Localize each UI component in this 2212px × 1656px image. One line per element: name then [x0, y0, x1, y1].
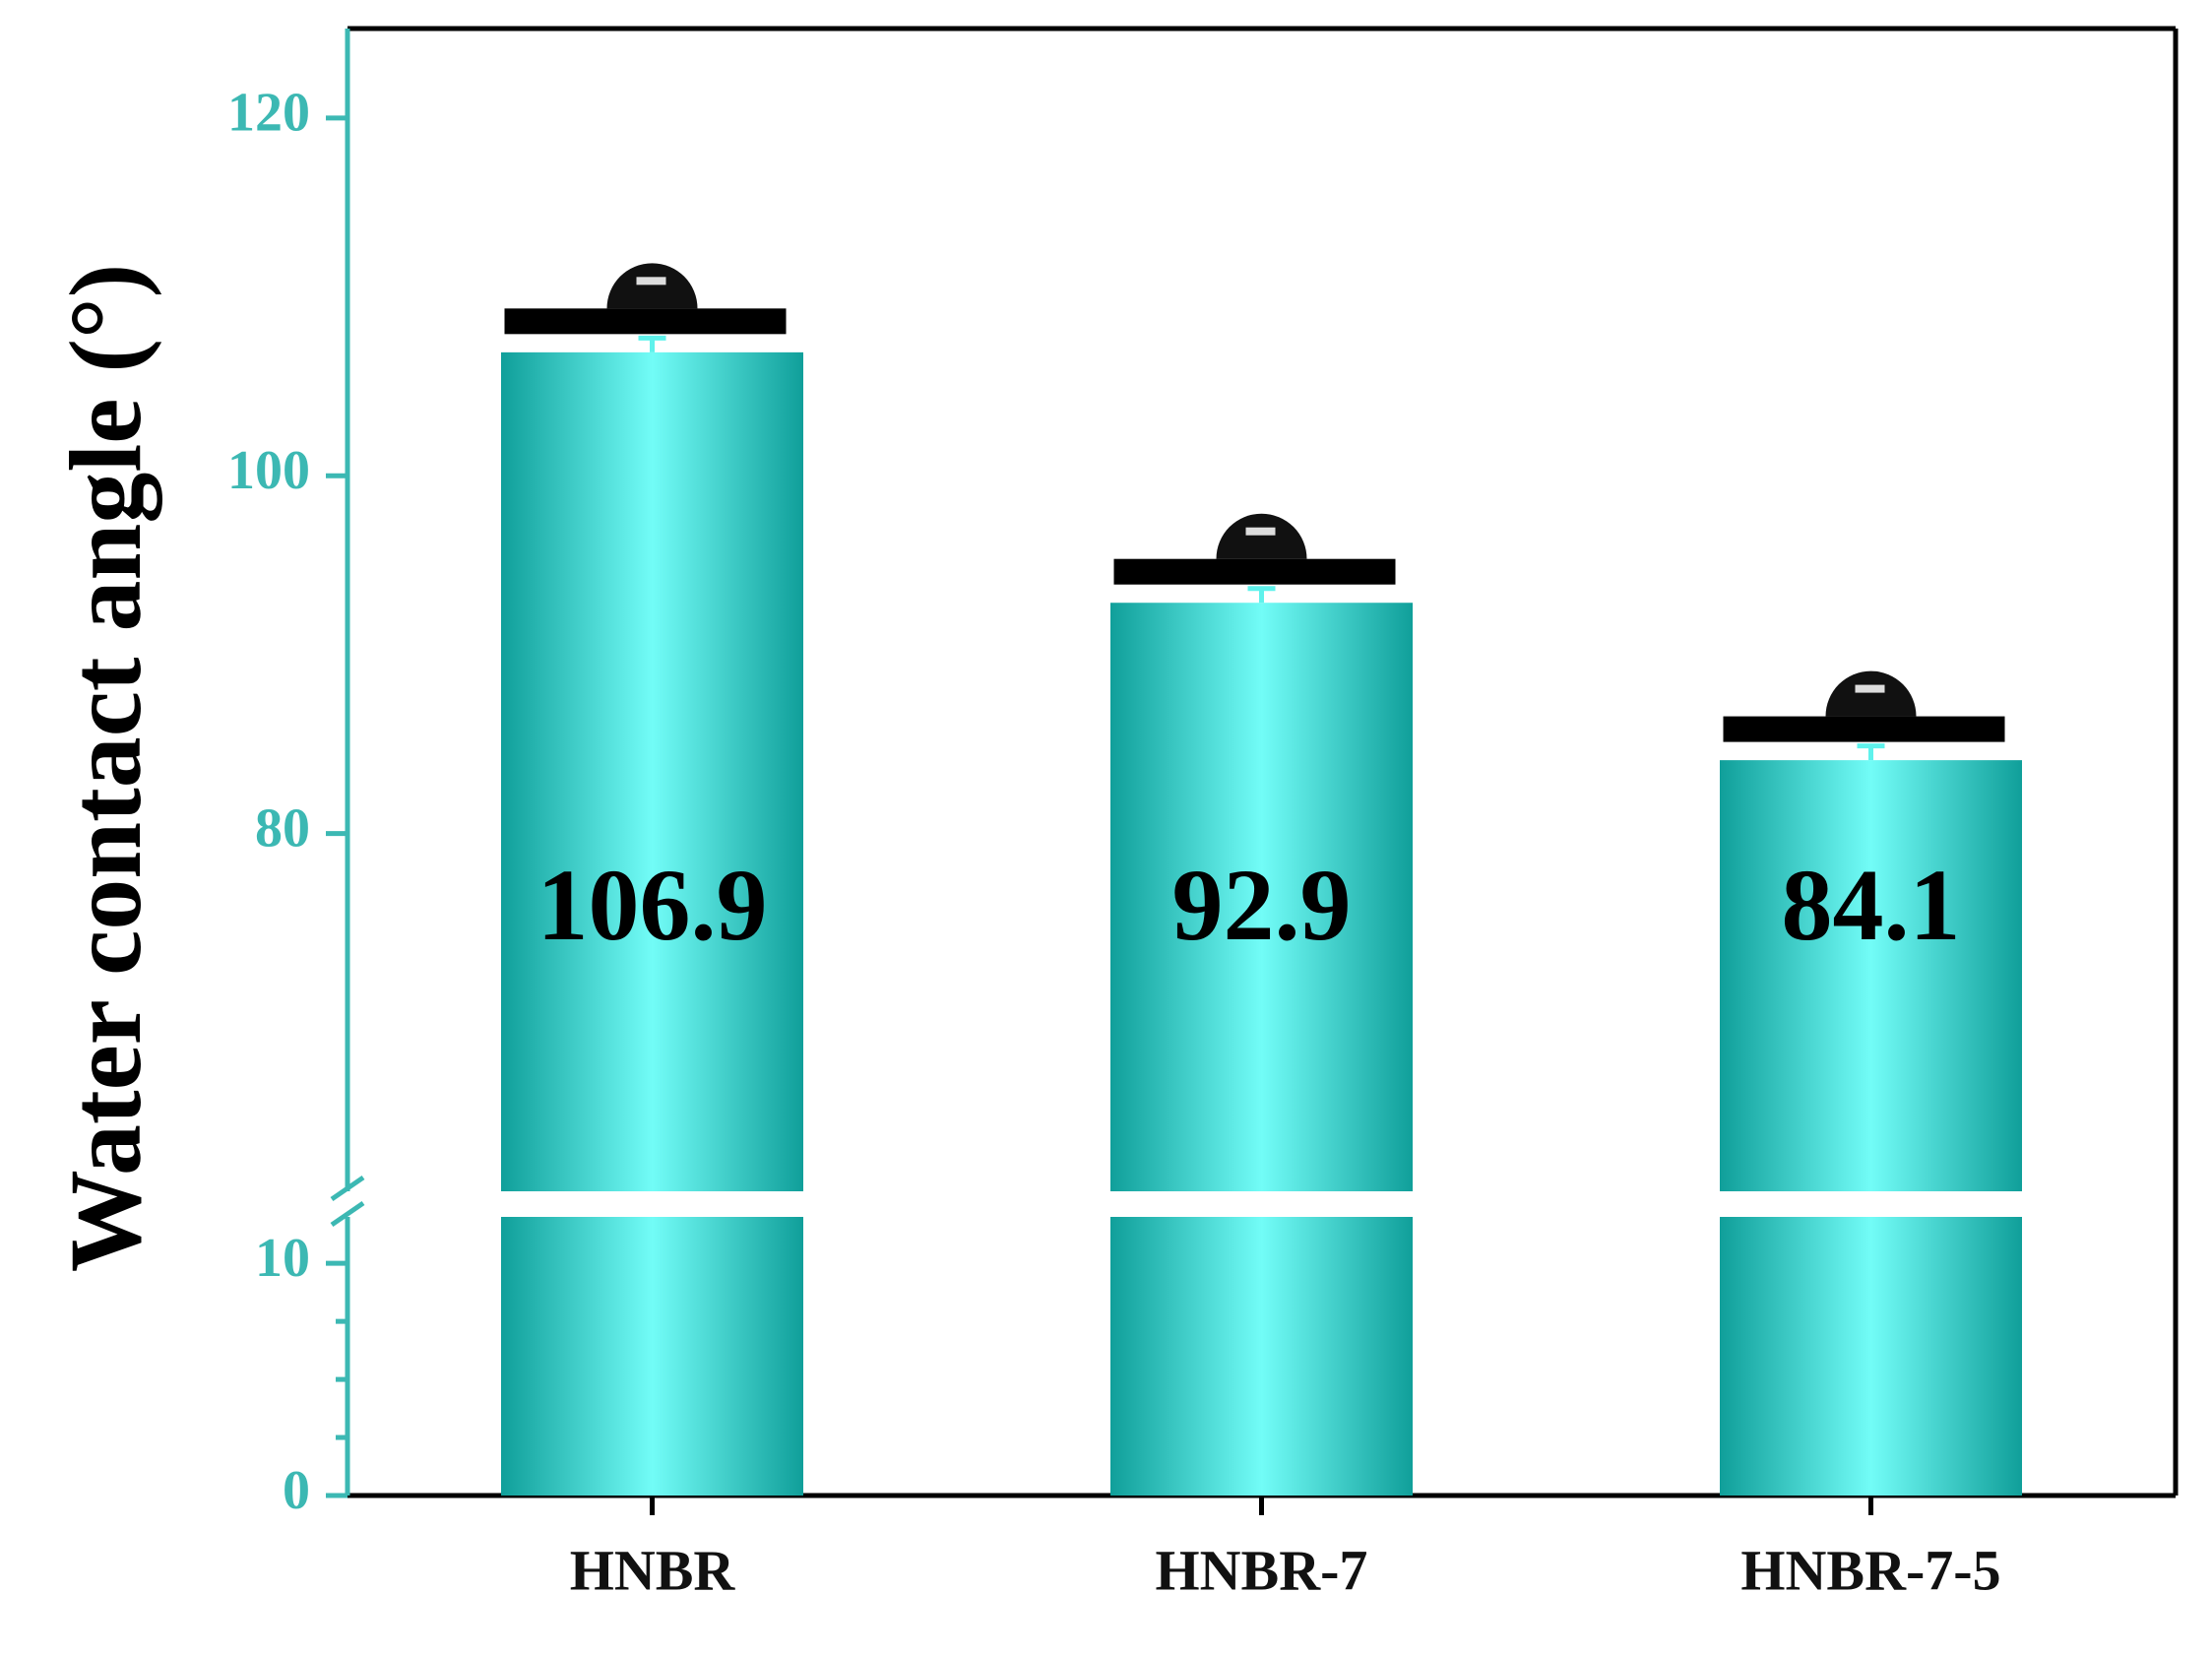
droplet	[1216, 513, 1307, 559]
x-tick-label: HNBR-7-5	[1740, 1538, 2000, 1602]
y-tick-label: 100	[227, 440, 310, 501]
droplet	[606, 263, 698, 309]
droplet-glare	[636, 277, 666, 286]
bar-lower	[1110, 1217, 1413, 1496]
x-tick-label: HNBR-7	[1156, 1538, 1368, 1602]
y-axis-label: Water contact angle (°)	[49, 264, 162, 1273]
y-tick-label: 120	[227, 83, 310, 144]
bar-lower	[501, 1217, 803, 1496]
droplet-glare	[1245, 527, 1276, 536]
droplet	[1825, 670, 1917, 717]
data-label: 92.9	[1172, 849, 1352, 962]
y-tick-label: 0	[283, 1460, 310, 1521]
bar-upper	[1720, 760, 2022, 1191]
axis-break	[330, 1175, 365, 1202]
axis-break	[330, 1200, 365, 1228]
droplet-stage	[1723, 716, 2005, 742]
bar-lower	[1720, 1217, 2022, 1496]
y-tick-label: 80	[255, 797, 310, 859]
droplet-glare	[1855, 684, 1885, 693]
data-label: 84.1	[1782, 849, 1961, 962]
y-tick-label: 10	[255, 1228, 310, 1289]
bar-upper	[1110, 603, 1413, 1191]
x-tick-label: HNBR	[570, 1538, 736, 1602]
bar-upper	[501, 351, 803, 1192]
data-label: 106.9	[537, 849, 768, 962]
droplet-stage	[504, 308, 787, 335]
droplet-stage	[1113, 558, 1396, 585]
